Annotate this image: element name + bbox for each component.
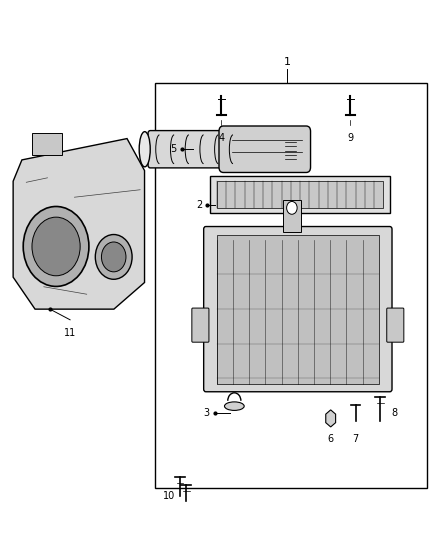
Polygon shape [13,139,145,309]
FancyBboxPatch shape [204,227,392,392]
Text: 1: 1 [283,56,290,67]
Circle shape [32,217,80,276]
Text: 2: 2 [196,200,202,210]
FancyBboxPatch shape [192,308,209,342]
FancyBboxPatch shape [219,126,311,173]
Circle shape [23,206,89,286]
Text: 7: 7 [353,434,359,445]
Text: 5: 5 [170,144,176,154]
Circle shape [102,242,126,272]
Polygon shape [326,410,336,427]
Circle shape [95,235,132,279]
Bar [32,133,62,155]
Bar [217,181,383,208]
Text: 9: 9 [347,133,353,143]
Circle shape [286,201,297,214]
Text: 3: 3 [204,408,210,418]
Ellipse shape [225,402,244,410]
Bar [283,200,300,232]
Ellipse shape [139,132,150,167]
Bar [210,176,390,213]
Text: 11: 11 [64,328,76,338]
FancyBboxPatch shape [387,308,404,342]
Bar [155,83,427,488]
Text: 8: 8 [391,408,397,418]
Bar [217,235,379,384]
Text: 4: 4 [218,133,224,143]
Text: 6: 6 [328,434,334,445]
Text: 10: 10 [162,491,175,500]
FancyBboxPatch shape [148,131,254,168]
